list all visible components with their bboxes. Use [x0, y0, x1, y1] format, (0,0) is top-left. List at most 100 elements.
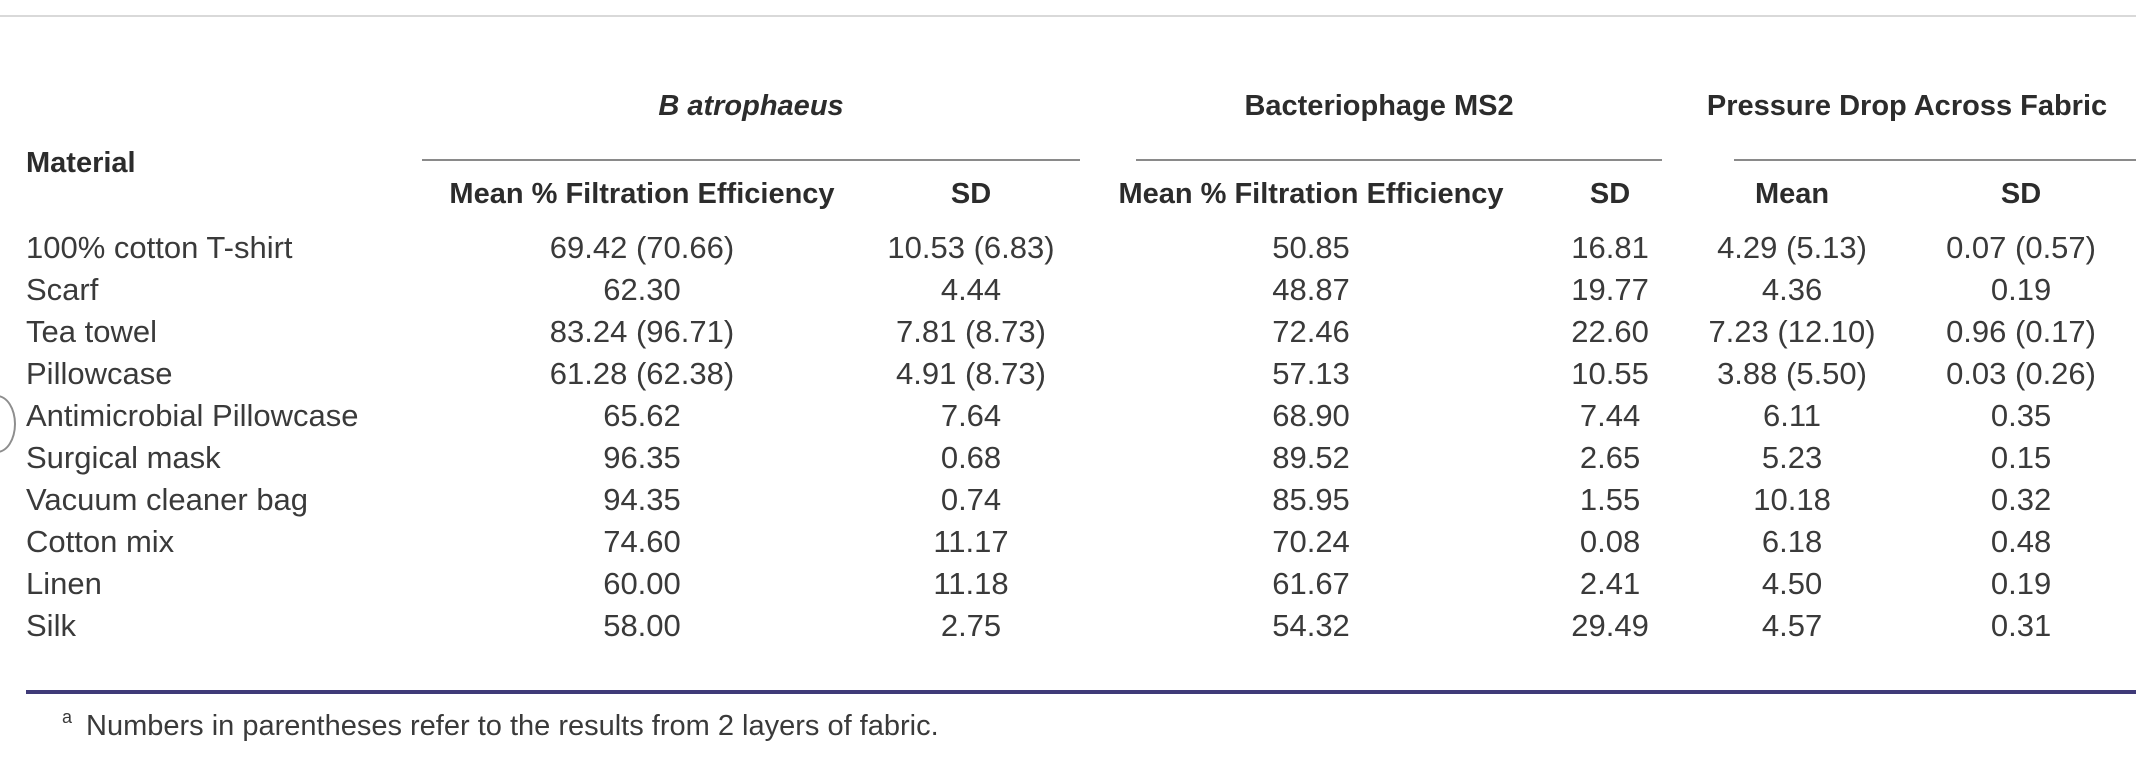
material-header: Material: [26, 147, 136, 179]
b-mean-cell: 69.42 (70.66): [549, 230, 735, 265]
table-row: Tea towel 83.24 (96.71) 7.81 (8.73) 72.4…: [26, 311, 2136, 353]
side-handle: [0, 395, 16, 453]
b-mean-cell: 60.00: [603, 566, 681, 601]
table-row: Antimicrobial Pillowcase 65.62 7.64 68.9…: [26, 395, 2136, 437]
filtration-table: Material B atrophaeus Bacteriophage MS2 …: [26, 80, 2136, 647]
ms2-sd-cell: 29.49: [1571, 608, 1649, 643]
b-mean-cell: 96.35: [603, 440, 681, 475]
ms2-sd-cell: 16.81: [1571, 230, 1649, 265]
material-cell: Cotton mix: [26, 524, 175, 559]
pressure-mean-cell: 3.88 (5.50): [1717, 356, 1867, 391]
pressure-sd-cell: 0.03 (0.26): [1946, 356, 2096, 391]
material-cell: Surgical mask: [26, 440, 221, 475]
pressure-mean-cell: 6.18: [1761, 524, 1823, 559]
table-row: Vacuum cleaner bag 94.35 0.74 85.95 1.55…: [26, 479, 2136, 521]
footnote-text: Numbers in parentheses refer to the resu…: [86, 710, 939, 742]
group-header-pressure: Pressure Drop Across Fabric: [1678, 80, 2136, 161]
material-cell: Tea towel: [26, 314, 157, 349]
ms2-mean-cell: 50.85: [1272, 230, 1350, 265]
material-cell: Pillowcase: [26, 356, 173, 391]
group-underline-pressure: [1734, 159, 2136, 161]
group-header-ms2: Bacteriophage MS2: [1080, 80, 1678, 161]
ms2-mean-cell: 57.13: [1272, 356, 1350, 391]
material-cell: 100% cotton T-shirt: [26, 230, 293, 265]
ms2-sd-cell: 0.08: [1579, 524, 1641, 559]
material-cell: Scarf: [26, 272, 99, 307]
pressure-sd-cell: 0.48: [1990, 524, 2052, 559]
ms2-sd-cell: 2.41: [1579, 566, 1641, 601]
b-mean-cell: 94.35: [603, 482, 681, 517]
subheader-ms2-sd: SD: [1589, 177, 1631, 210]
pressure-sd-cell: 0.07 (0.57): [1946, 230, 2096, 265]
subheader-b-sd: SD: [950, 177, 992, 210]
b-sd-cell: 0.74: [940, 482, 1002, 517]
b-mean-cell: 58.00: [603, 608, 681, 643]
ms2-sd-cell: 1.55: [1579, 482, 1641, 517]
pressure-mean-cell: 4.57: [1761, 608, 1823, 643]
subheader-pressure-sd: SD: [2000, 177, 2042, 210]
footnote: a Numbers in parentheses refer to the res…: [62, 707, 939, 743]
ms2-mean-cell: 48.87: [1272, 272, 1350, 307]
b-sd-cell: 4.91 (8.73): [896, 356, 1046, 391]
b-mean-cell: 74.60: [603, 524, 681, 559]
subheader-ms2-mean: Mean % Filtration Efficiency: [1118, 177, 1504, 210]
b-sd-cell: 7.64: [940, 398, 1002, 433]
ms2-mean-cell: 61.67: [1272, 566, 1350, 601]
table-row: Linen 60.00 11.18 61.67 2.41 4.50 0.19: [26, 563, 2136, 605]
ms2-sd-cell: 22.60: [1571, 314, 1649, 349]
material-cell: Silk: [26, 608, 76, 643]
b-sd-cell: 2.75: [940, 608, 1002, 643]
ms2-sd-cell: 10.55: [1571, 356, 1649, 391]
b-mean-cell: 61.28 (62.38): [549, 356, 735, 391]
pressure-sd-cell: 0.19: [1990, 272, 2052, 307]
b-mean-cell: 65.62: [603, 398, 681, 433]
group-underline-b-atrophaeus: [422, 159, 1081, 161]
b-sd-cell: 0.68: [940, 440, 1002, 475]
material-cell: Linen: [26, 566, 102, 601]
table-row: Surgical mask 96.35 0.68 89.52 2.65 5.23…: [26, 437, 2136, 479]
table-bottom-rule: [26, 690, 2136, 694]
footnote-marker: a: [62, 707, 73, 727]
table-row: Scarf 62.30 4.44 48.87 19.77 4.36 0.19: [26, 269, 2136, 311]
ms2-sd-cell: 7.44: [1579, 398, 1641, 433]
group-underline-ms2: [1136, 159, 1663, 161]
ms2-sd-cell: 19.77: [1571, 272, 1649, 307]
group-label-ms2: Bacteriophage MS2: [1244, 90, 1514, 122]
pressure-mean-cell: 5.23: [1761, 440, 1823, 475]
pressure-sd-cell: 0.31: [1990, 608, 2052, 643]
top-divider: [0, 15, 2136, 17]
ms2-mean-cell: 70.24: [1272, 524, 1350, 559]
pressure-mean-cell: 4.36: [1761, 272, 1823, 307]
table-row: Cotton mix 74.60 11.17 70.24 0.08 6.18 0…: [26, 521, 2136, 563]
table-row: Pillowcase 61.28 (62.38) 4.91 (8.73) 57.…: [26, 353, 2136, 395]
b-mean-cell: 62.30: [603, 272, 681, 307]
pressure-sd-cell: 0.96 (0.17): [1946, 314, 2096, 349]
b-sd-cell: 11.18: [933, 566, 1009, 601]
ms2-sd-cell: 2.65: [1579, 440, 1641, 475]
material-cell: Antimicrobial Pillowcase: [26, 398, 359, 433]
ms2-mean-cell: 68.90: [1272, 398, 1350, 433]
pressure-mean-cell: 6.11: [1763, 398, 1822, 433]
pressure-sd-cell: 0.32: [1990, 482, 2052, 517]
pressure-sd-cell: 0.19: [1990, 566, 2052, 601]
material-cell: Vacuum cleaner bag: [26, 482, 309, 517]
group-label-pressure: Pressure Drop Across Fabric: [1706, 90, 2108, 122]
b-sd-cell: 10.53 (6.83): [887, 230, 1055, 265]
pressure-sd-cell: 0.35: [1990, 398, 2052, 433]
pressure-sd-cell: 0.15: [1990, 440, 2052, 475]
ms2-mean-cell: 72.46: [1272, 314, 1350, 349]
ms2-mean-cell: 54.32: [1272, 608, 1350, 643]
subheader-b-mean: Mean % Filtration Efficiency: [449, 177, 835, 210]
group-header-b-atrophaeus: B atrophaeus: [422, 80, 1081, 161]
b-sd-cell: 11.17: [933, 524, 1009, 559]
b-sd-cell: 7.81 (8.73): [896, 314, 1046, 349]
ms2-mean-cell: 89.52: [1272, 440, 1350, 475]
b-mean-cell: 83.24 (96.71): [549, 314, 735, 349]
pressure-mean-cell: 4.29 (5.13): [1717, 230, 1867, 265]
table-row: 100% cotton T-shirt 69.42 (70.66) 10.53 …: [26, 227, 2136, 269]
pressure-mean-cell: 10.18: [1753, 482, 1831, 517]
ms2-mean-cell: 85.95: [1272, 482, 1350, 517]
group-label-b-atrophaeus: B atrophaeus: [658, 90, 844, 122]
pressure-mean-cell: 4.50: [1761, 566, 1823, 601]
table-row: Silk 58.00 2.75 54.32 29.49 4.57 0.31: [26, 605, 2136, 647]
